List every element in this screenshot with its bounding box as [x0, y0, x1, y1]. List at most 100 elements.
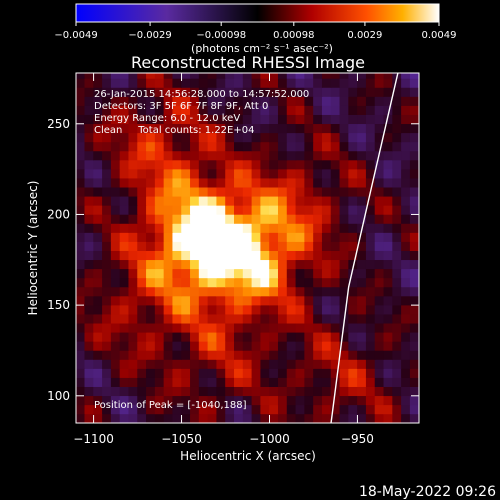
heatmap-cell: [216, 105, 226, 115]
heatmap-cell: [269, 214, 279, 224]
heatmap-cell: [313, 286, 323, 297]
heatmap-cell: [401, 168, 411, 179]
heatmap-cell: [154, 78, 165, 88]
heatmap-cell: [277, 232, 288, 242]
heatmap-cell: [383, 413, 393, 423]
heatmap-cell: [110, 286, 121, 297]
heatmap-cell: [383, 313, 393, 324]
heatmap-cell: [198, 96, 209, 106]
heatmap-cell: [234, 368, 244, 378]
heatmap-cell: [93, 73, 103, 79]
heatmap-cell: [260, 368, 270, 378]
heatmap-cell: [339, 323, 349, 333]
heatmap-cell: [110, 377, 121, 387]
heatmap-cell: [286, 105, 297, 115]
heatmap-cell: [137, 223, 147, 233]
heatmap-cell: [163, 295, 174, 306]
colorbar-tick-label: 0.0049: [422, 30, 457, 41]
heatmap-cell: [181, 232, 191, 242]
heatmap-cell: [198, 295, 209, 306]
heatmap-cell: [76, 141, 86, 152]
heatmap-cell: [348, 395, 358, 406]
heatmap-cell: [374, 141, 385, 152]
heatmap-cell: [146, 350, 156, 360]
heatmap-cell: [295, 250, 305, 261]
heatmap-cell: [163, 386, 174, 397]
heatmap-cell: [242, 332, 253, 342]
heatmap-cell: [251, 168, 261, 179]
heatmap-cell: [181, 286, 191, 297]
heatmap-cell: [295, 78, 305, 88]
heatmap-cell: [295, 323, 305, 333]
heatmap-cell: [269, 268, 279, 279]
heatmap-cell: [401, 132, 411, 143]
heatmap-cell: [137, 268, 147, 279]
heatmap-cell: [84, 295, 94, 306]
colorbar-label: (photons cm⁻² s⁻¹ asec⁻²): [191, 42, 333, 55]
heatmap-cell: [365, 123, 376, 134]
heatmap-cell: [339, 295, 349, 306]
heatmap-cell: [251, 368, 261, 378]
heatmap-cell: [251, 223, 261, 233]
heatmap-cell: [190, 241, 200, 251]
heatmap-cell: [392, 177, 402, 188]
heatmap-cell: [198, 177, 209, 188]
heatmap-cell: [339, 395, 349, 406]
heatmap-cell: [242, 232, 253, 242]
heatmap-cell: [260, 350, 270, 360]
heatmap-cell: [110, 359, 121, 369]
heatmap-cell: [260, 96, 270, 106]
heatmap-cell: [348, 123, 358, 134]
heatmap-cell: [313, 87, 323, 97]
heatmap-cell: [277, 359, 288, 369]
heatmap-cell: [357, 259, 367, 270]
heatmap-cell: [251, 186, 261, 197]
heatmap-cell: [330, 304, 341, 315]
heatmap-cell: [401, 286, 411, 297]
heatmap-cell: [409, 323, 419, 333]
heatmap-cell: [251, 78, 261, 88]
heatmap-cell: [286, 323, 297, 333]
heatmap-cell: [102, 232, 112, 242]
heatmap-cell: [154, 268, 165, 279]
heatmap-cell: [313, 268, 323, 279]
heatmap-cell: [401, 73, 411, 79]
heatmap-cell: [172, 323, 182, 333]
heatmap-cell: [234, 232, 244, 242]
heatmap-cell: [321, 350, 332, 360]
heatmap-cell: [190, 214, 200, 224]
heatmap-cell: [313, 377, 323, 387]
heatmap-cell: [348, 377, 358, 387]
heatmap-cell: [409, 87, 419, 97]
heatmap-cell: [207, 159, 218, 170]
heatmap-cell: [190, 395, 200, 406]
heatmap-cell: [321, 132, 332, 143]
heatmap-cell: [225, 141, 235, 152]
heatmap-cell: [374, 341, 385, 351]
heatmap-cell: [207, 150, 218, 161]
heatmap-cell: [251, 241, 261, 251]
heatmap-cell: [102, 150, 112, 161]
heatmap-cell: [181, 96, 191, 106]
heatmap-cell: [260, 196, 270, 206]
heatmap-cell: [409, 286, 419, 297]
heatmap-cell: [260, 186, 270, 197]
heatmap-cell: [339, 214, 349, 224]
heatmap-cell: [163, 323, 174, 333]
colorbar-tick-label: 0.0029: [347, 30, 382, 41]
heatmap-cell: [207, 177, 218, 188]
heatmap-cell: [313, 214, 323, 224]
heatmap-cell: [137, 177, 147, 188]
heatmap-cell: [207, 132, 218, 143]
heatmap-cell: [102, 268, 112, 279]
heatmap-cell: [225, 78, 235, 88]
heatmap-cell: [198, 250, 209, 261]
heatmap-cell: [251, 87, 261, 97]
heatmap-cell: [251, 286, 261, 297]
heatmap-cell: [383, 295, 393, 306]
heatmap-cell: [409, 232, 419, 242]
heatmap-cell: [76, 87, 86, 97]
heatmap-cell: [137, 313, 147, 324]
heatmap-cell: [242, 87, 253, 97]
heatmap-cell: [76, 96, 86, 106]
